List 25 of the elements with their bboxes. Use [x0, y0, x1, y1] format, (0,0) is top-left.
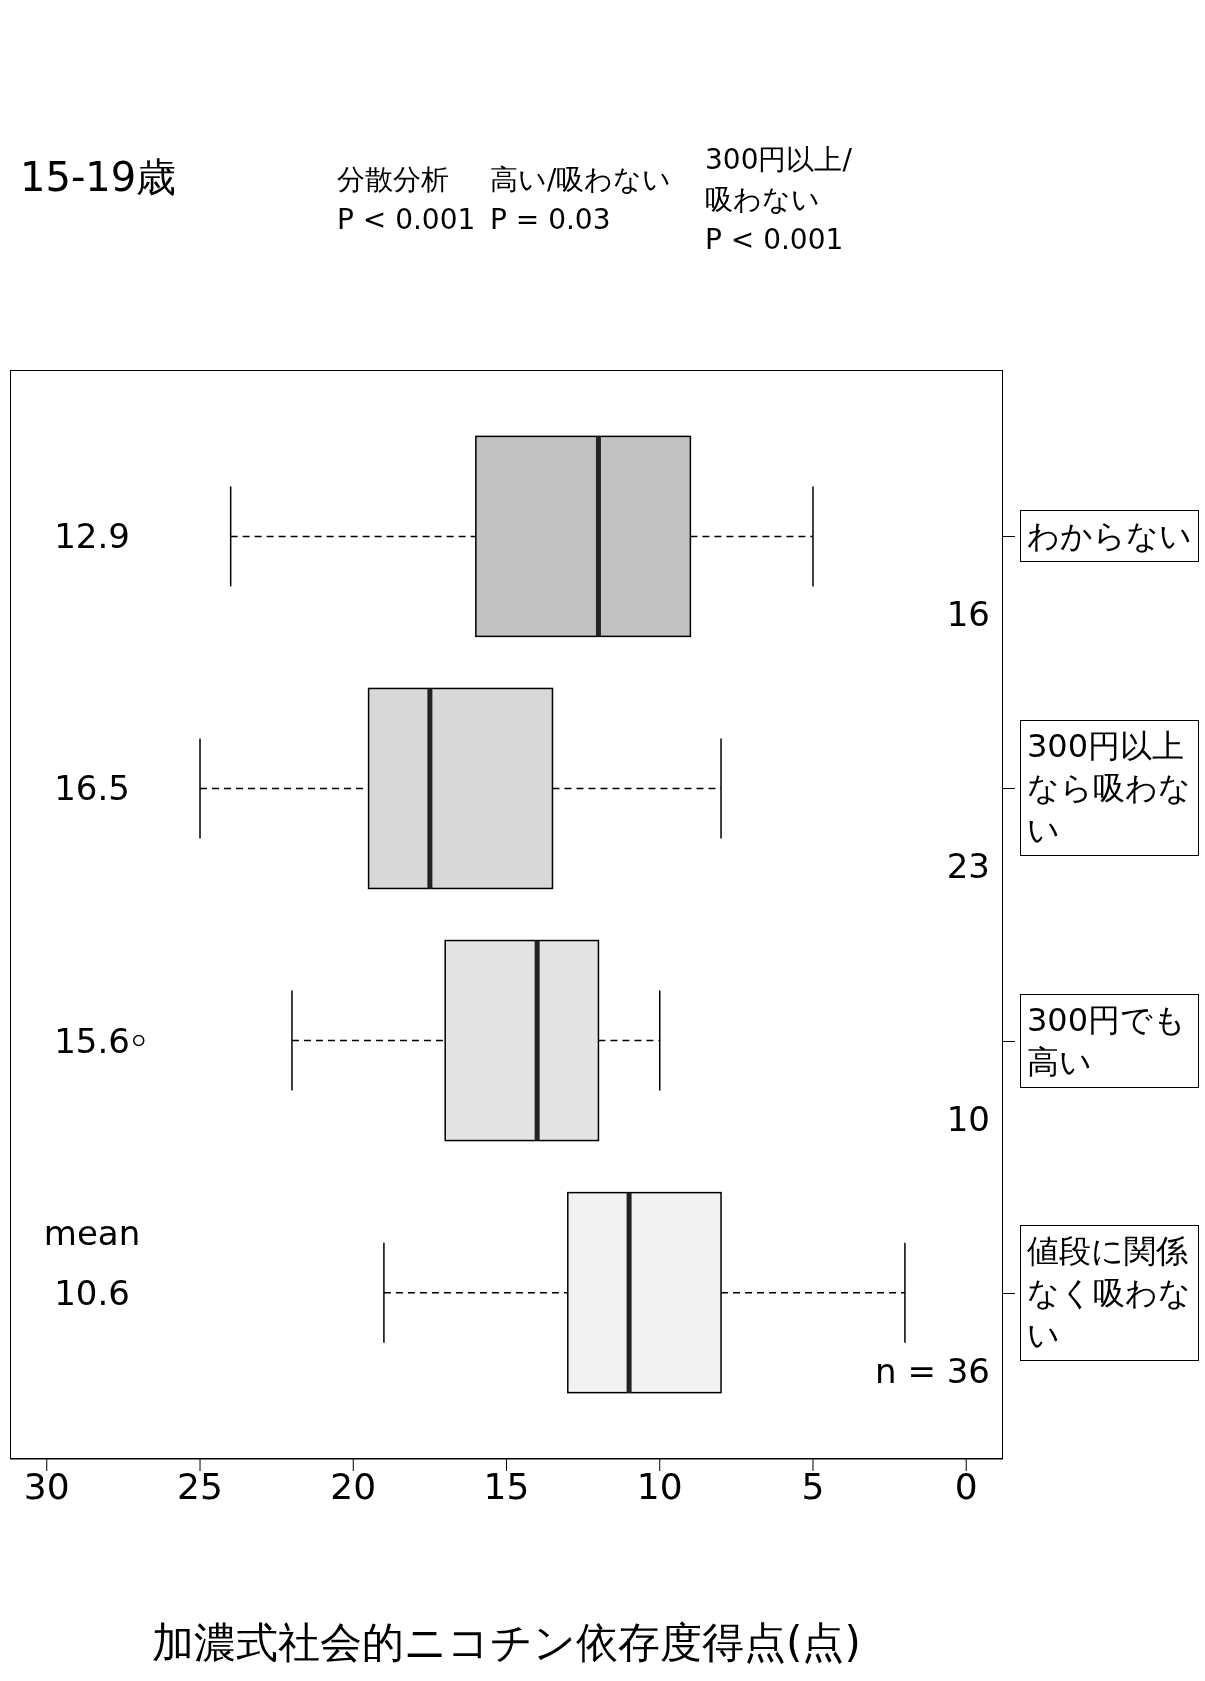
annotation: 10 — [946, 1098, 990, 1139]
text: 分散分析 P < 0.001 — [337, 162, 476, 238]
x-tick-label: 10 — [636, 1465, 683, 1507]
x-tick-label: 0 — [954, 1465, 978, 1507]
y-tick-label: 値段に関係なく吸わない — [1020, 1224, 1199, 1361]
text: 300円以上/ 吸わない P < 0.001 — [705, 142, 852, 258]
x-tick-label: 15 — [483, 1465, 530, 1507]
annotation: 10.6 — [54, 1272, 130, 1313]
x-tick-label: 5 — [801, 1465, 825, 1507]
annotation: 16.5 — [54, 768, 130, 809]
annotation: 23 — [946, 846, 990, 887]
y-tick-label: わからない — [1020, 510, 1199, 563]
annotation: mean — [43, 1212, 141, 1253]
text: 高い/吸わない P = 0.03 — [490, 162, 672, 238]
x-tick-label: 30 — [23, 1465, 70, 1507]
annotation: 12.9 — [54, 516, 130, 557]
x-axis-title: 加濃式社会的ニコチン依存度得点(点) — [152, 1617, 861, 1669]
y-tick-label: 300円でも高い — [1020, 993, 1199, 1088]
y-tick-label: 300円以上なら吸わない — [1020, 720, 1199, 857]
annotation: 15.6 — [54, 1020, 130, 1061]
x-tick-label: 25 — [177, 1465, 223, 1507]
annotation: n = 36 — [875, 1350, 990, 1391]
x-tick-label: 20 — [330, 1465, 377, 1507]
annotation: 16 — [946, 594, 990, 635]
chart-title: 15-19歳 — [20, 153, 177, 202]
